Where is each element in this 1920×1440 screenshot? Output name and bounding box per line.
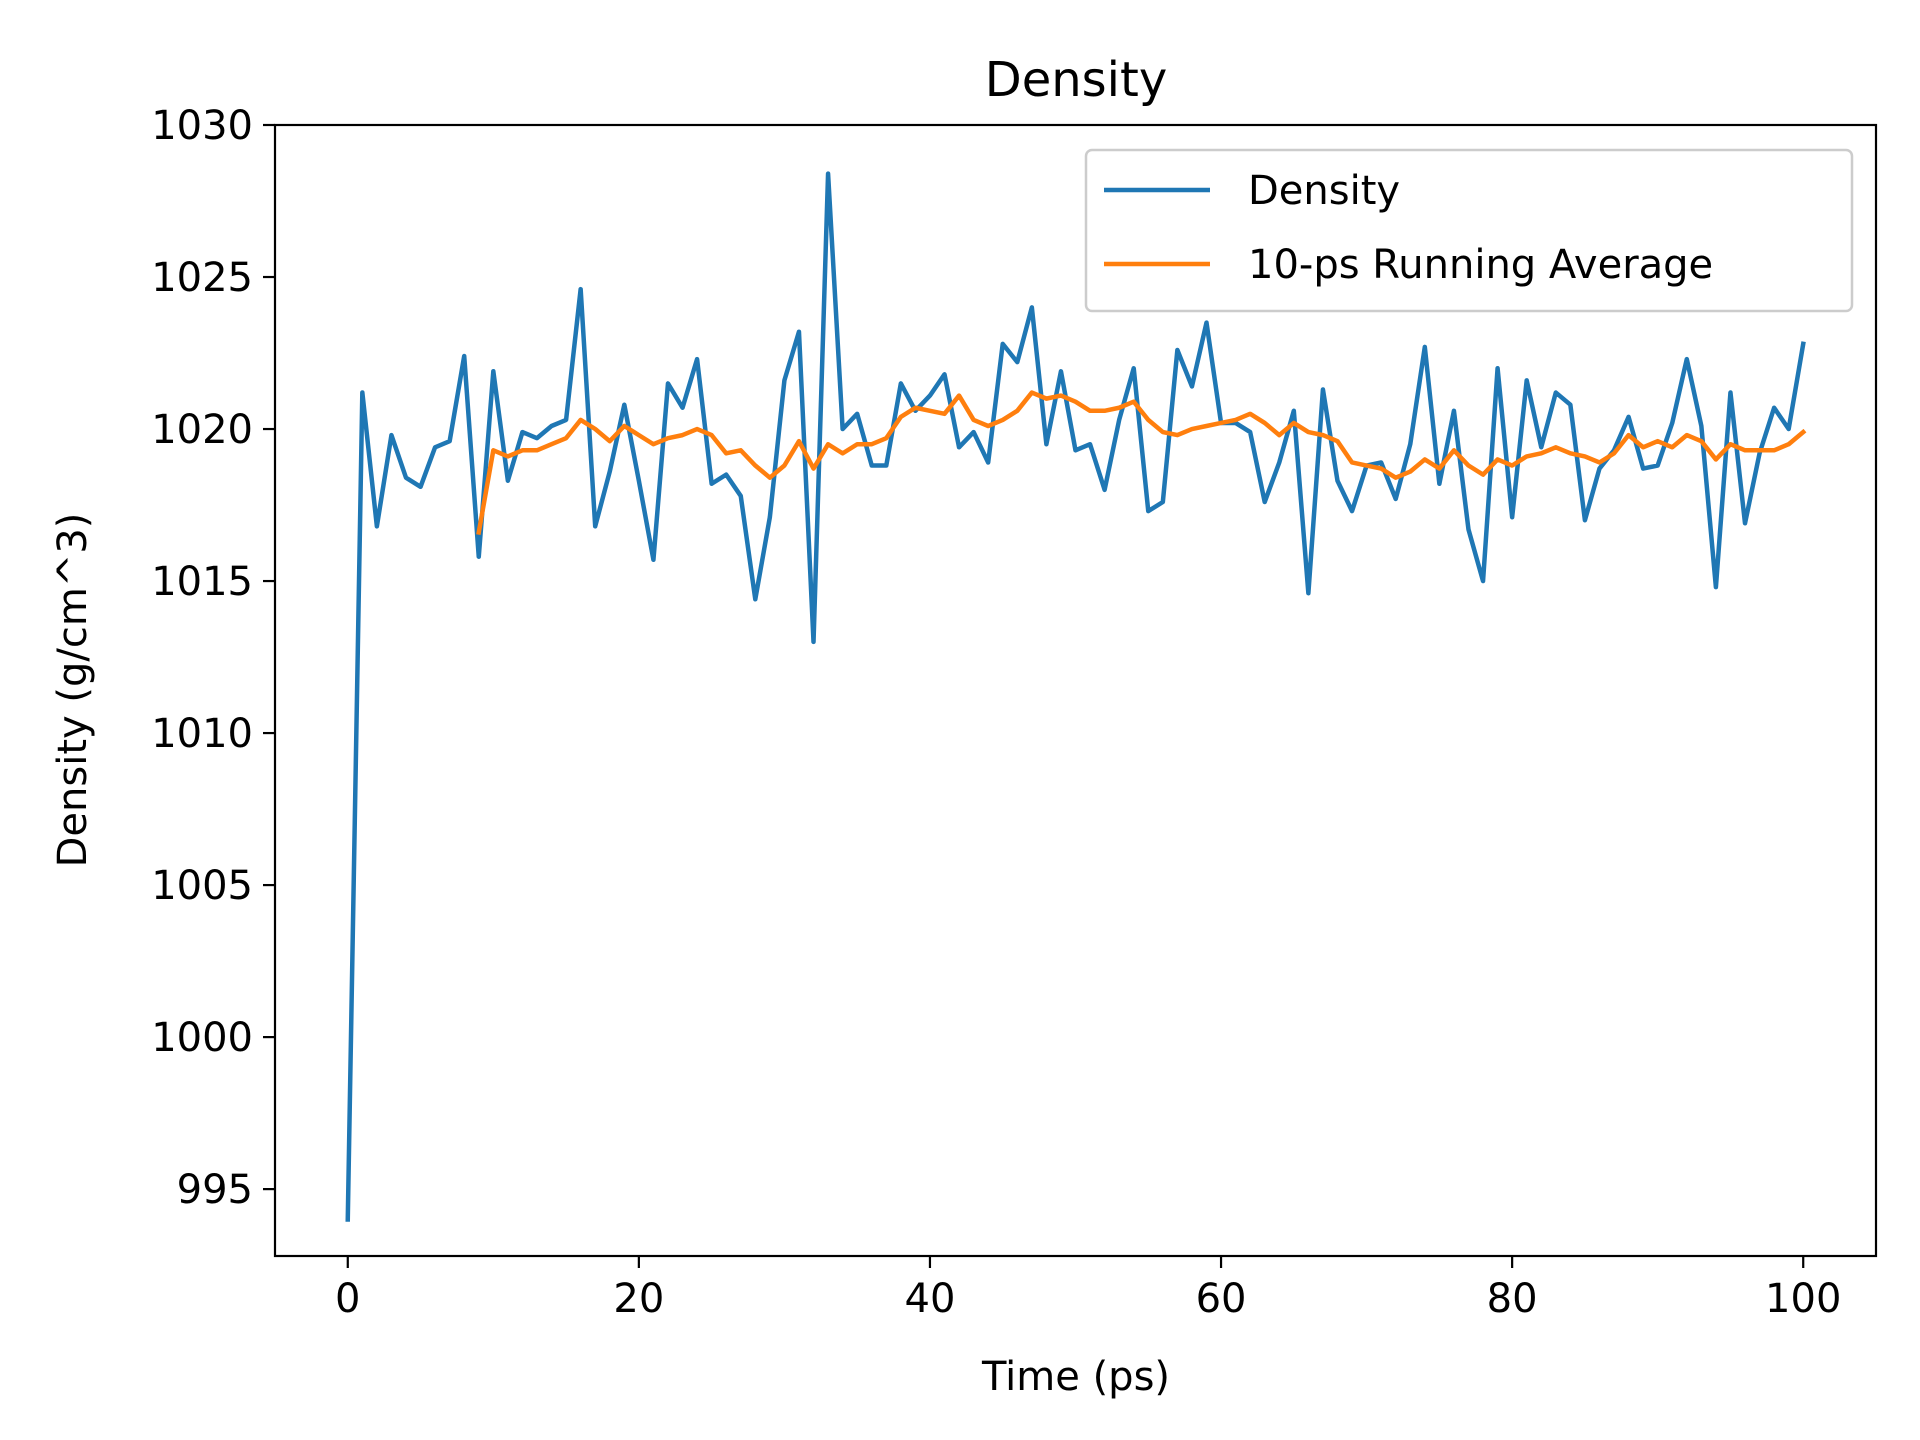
legend-box — [1084, 148, 1854, 313]
y-axis-label: Density (g/cm^3) — [50, 513, 96, 868]
x-tick-label-20: 20 — [613, 1276, 664, 1322]
series-line-density — [345, 171, 1806, 1222]
y-tick-label-1025: 1025 — [151, 255, 253, 301]
y-tick-label-1005: 1005 — [151, 863, 253, 909]
x-tick-label-60: 60 — [1196, 1276, 1247, 1322]
y-tick-label-1020: 1020 — [151, 407, 253, 453]
y-tick-label-1000: 1000 — [151, 1015, 253, 1061]
y-tick-label-995: 995 — [177, 1167, 253, 1213]
x-tick-label-0: 0 — [335, 1276, 360, 1322]
chart-title: Density — [985, 52, 1167, 108]
x-tick-label-80: 80 — [1487, 1276, 1538, 1322]
plot-area: 0 20 40 60 80 100 995 1000 1005 1010 1015 1020 1025 1… — [151, 103, 1878, 1322]
axes-frame — [273, 123, 1878, 1258]
x-tick-label-100: 100 — [1765, 1276, 1841, 1322]
x-tick-label-40: 40 — [905, 1276, 956, 1322]
legend: Density 10-ps Running Average — [1084, 148, 1854, 313]
y-tick-label-1010: 1010 — [151, 711, 253, 757]
series-line-running-average — [476, 390, 1807, 536]
x-axis-label: Time (ps) — [981, 1354, 1170, 1400]
y-tick-label-1015: 1015 — [151, 559, 253, 605]
legend-label-density: Density — [1248, 168, 1400, 214]
y-tick-label-1030: 1030 — [151, 103, 253, 149]
legend-label-running-average: 10-ps Running Average — [1248, 242, 1713, 288]
